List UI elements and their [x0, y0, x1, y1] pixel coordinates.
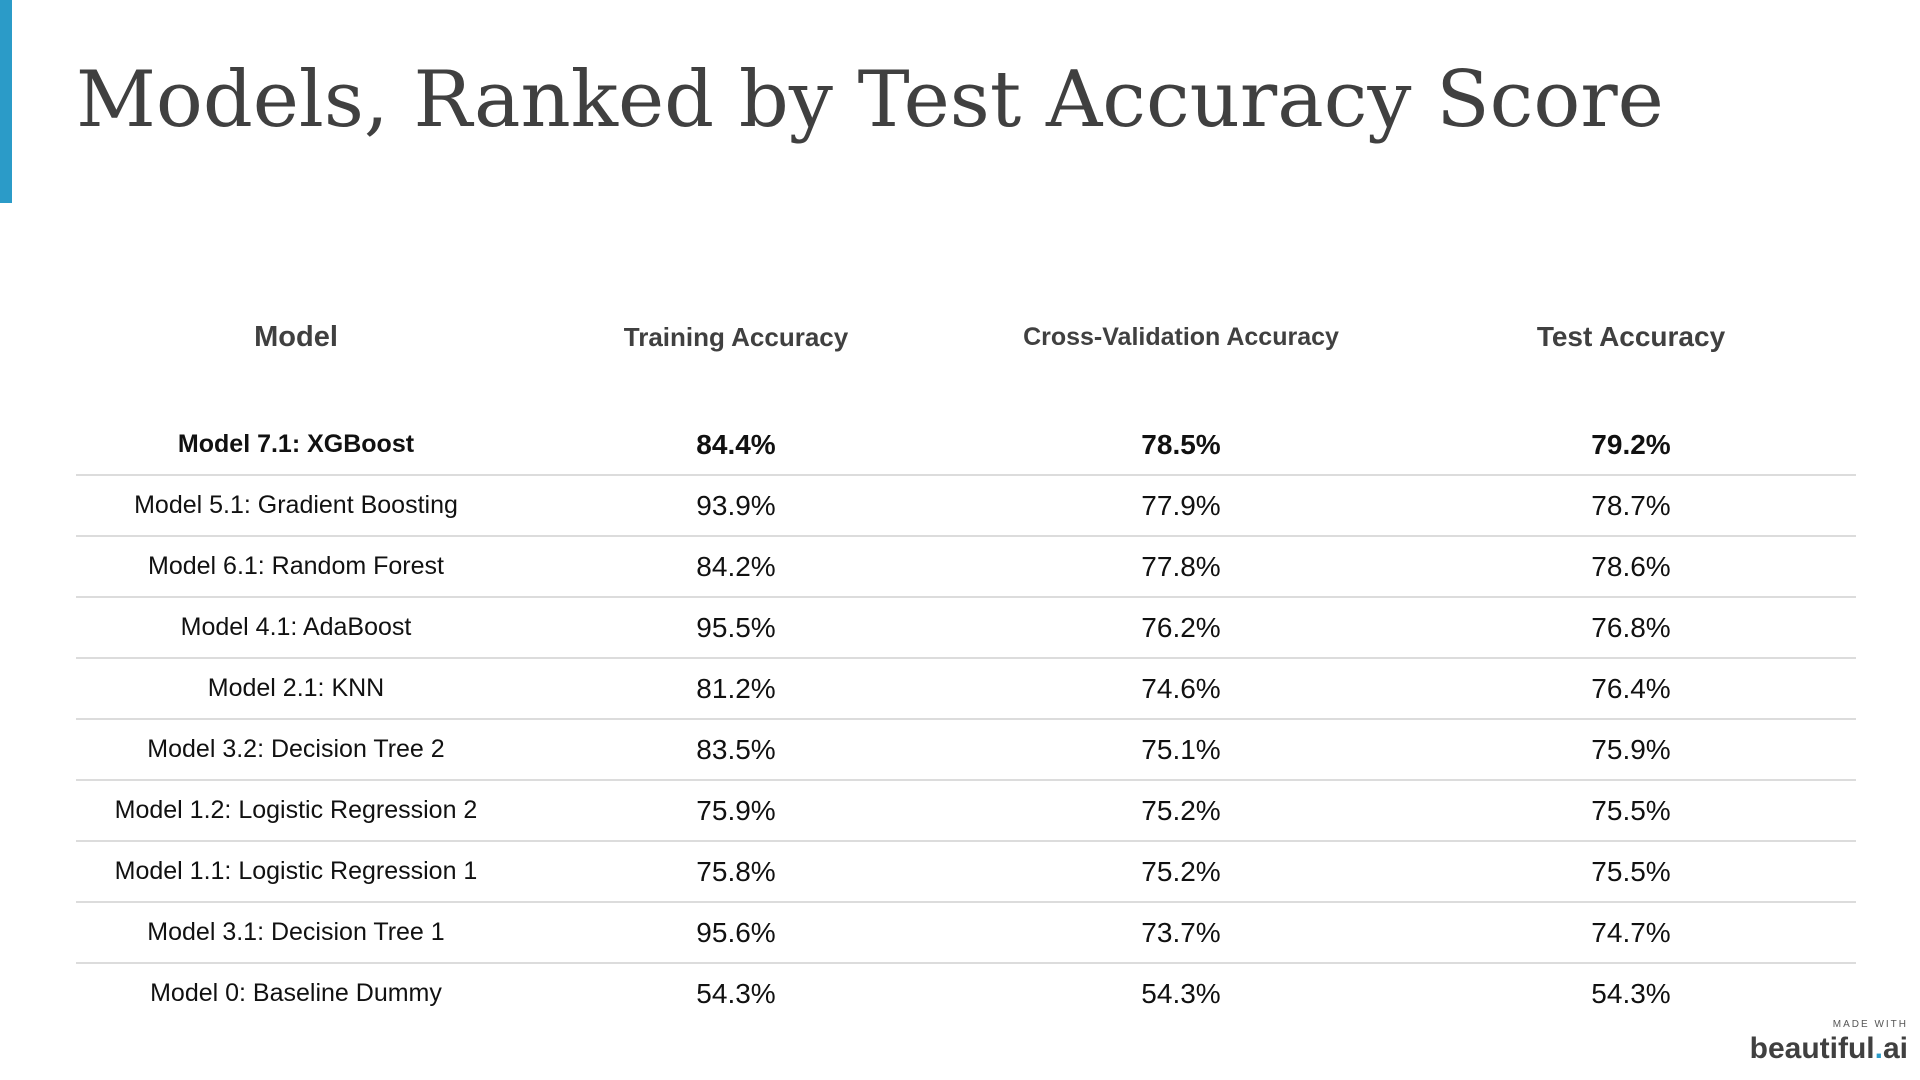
model-name-cell: Model 4.1: AdaBoost	[76, 597, 516, 659]
training-accuracy-cell: 81.2%	[516, 658, 956, 720]
cv-accuracy-cell: 75.1%	[956, 719, 1406, 781]
test-accuracy-cell: 76.8%	[1406, 597, 1856, 659]
model-name-cell: Model 3.1: Decision Tree 1	[76, 902, 516, 964]
table-header: Model Training Accuracy Cross-Validation…	[76, 305, 1856, 415]
table-row: Model 4.1: AdaBoost 95.5% 76.2% 76.8%	[76, 597, 1856, 659]
training-accuracy-cell: 95.6%	[516, 902, 956, 964]
model-name-cell: Model 5.1: Gradient Boosting	[76, 475, 516, 537]
brand-dot: .	[1874, 1032, 1883, 1065]
test-accuracy-cell: 54.3%	[1591, 977, 1671, 1009]
table-row: Model 6.1: Random Forest 84.2% 77.8% 78.…	[76, 536, 1856, 598]
cv-accuracy-cell: 77.9%	[956, 475, 1406, 537]
training-accuracy-cell: 75.8%	[516, 841, 956, 903]
header-test-accuracy: Test Accuracy	[1536, 321, 1726, 352]
model-name-cell: Model 0: Baseline Dummy	[150, 979, 442, 1007]
cv-accuracy-cell: 75.2%	[956, 780, 1406, 842]
training-accuracy-cell: 75.9%	[516, 780, 956, 842]
test-accuracy-cell: 75.5%	[1406, 841, 1856, 903]
brand-suffix-text: ai	[1882, 1032, 1908, 1065]
table-row: Model 5.1: Gradient Boosting 93.9% 77.9%…	[76, 475, 1856, 537]
table-row: Model 0: Baseline Dummy 54.3% 54.3% 54.3…	[76, 963, 1856, 1023]
slide-title: Models, Ranked by Test Accuracy Score	[76, 55, 1664, 145]
test-accuracy-cell: 79.2%	[1406, 415, 1856, 476]
test-accuracy-cell: 75.9%	[1406, 719, 1856, 781]
model-name-cell: Model 2.1: KNN	[76, 658, 516, 720]
header-training-accuracy: Training Accuracy	[623, 321, 849, 352]
table-row: Model 1.2: Logistic Regression 2 75.9% 7…	[76, 780, 1856, 842]
table-row: Model 3.2: Decision Tree 2 83.5% 75.1% 7…	[76, 719, 1856, 781]
made-with-beautiful-ai-badge[interactable]: MADE WITH beautiful.ai	[1750, 1019, 1908, 1064]
cv-accuracy-cell: 78.5%	[956, 415, 1406, 476]
test-accuracy-cell: 76.4%	[1406, 658, 1856, 720]
cv-accuracy-cell: 75.2%	[956, 841, 1406, 903]
training-accuracy-cell: 84.2%	[516, 536, 956, 598]
header-model: Model	[254, 320, 338, 353]
cv-accuracy-cell: 76.2%	[956, 597, 1406, 659]
training-accuracy-cell: 95.5%	[516, 597, 956, 659]
table-row: Model 1.1: Logistic Regression 1 75.8% 7…	[76, 841, 1856, 903]
model-name-cell: Model 7.1: XGBoost	[76, 415, 516, 476]
test-accuracy-cell: 78.6%	[1406, 536, 1856, 598]
training-accuracy-cell: 83.5%	[516, 719, 956, 781]
table-body: Model 7.1: XGBoost 84.4% 78.5% 79.2% Mod…	[76, 415, 1856, 1023]
table-row: Model 2.1: KNN 81.2% 74.6% 76.4%	[76, 658, 1856, 720]
table-row: Model 7.1: XGBoost 84.4% 78.5% 79.2%	[76, 415, 1856, 476]
results-table: Model Training Accuracy Cross-Validation…	[76, 305, 1856, 1023]
training-accuracy-cell: 54.3%	[696, 977, 776, 1009]
test-accuracy-cell: 75.5%	[1406, 780, 1856, 842]
cv-accuracy-cell: 54.3%	[1141, 977, 1221, 1009]
made-with-label: MADE WITH	[1832, 1019, 1908, 1030]
model-name-cell: Model 6.1: Random Forest	[76, 536, 516, 598]
brand-logo: beautiful.ai	[1750, 1034, 1908, 1064]
test-accuracy-cell: 74.7%	[1406, 902, 1856, 964]
brand-main-text: beautiful	[1749, 1032, 1875, 1065]
model-name-cell: Model 3.2: Decision Tree 2	[76, 719, 516, 781]
training-accuracy-cell: 84.4%	[516, 415, 956, 476]
training-accuracy-cell: 93.9%	[516, 475, 956, 537]
model-name-cell: Model 1.2: Logistic Regression 2	[76, 780, 516, 842]
accent-bar	[0, 0, 12, 203]
table-row: Model 3.1: Decision Tree 1 95.6% 73.7% 7…	[76, 902, 1856, 964]
cv-accuracy-cell: 77.8%	[956, 536, 1406, 598]
header-cross-validation-accuracy: Cross-Validation Accuracy	[1023, 322, 1339, 351]
header-row: Model Training Accuracy Cross-Validation…	[76, 305, 1856, 415]
test-accuracy-cell: 78.7%	[1406, 475, 1856, 537]
cv-accuracy-cell: 73.7%	[956, 902, 1406, 964]
cv-accuracy-cell: 74.6%	[956, 658, 1406, 720]
model-name-cell: Model 1.1: Logistic Regression 1	[76, 841, 516, 903]
results-table-container: Model Training Accuracy Cross-Validation…	[76, 305, 1856, 1023]
